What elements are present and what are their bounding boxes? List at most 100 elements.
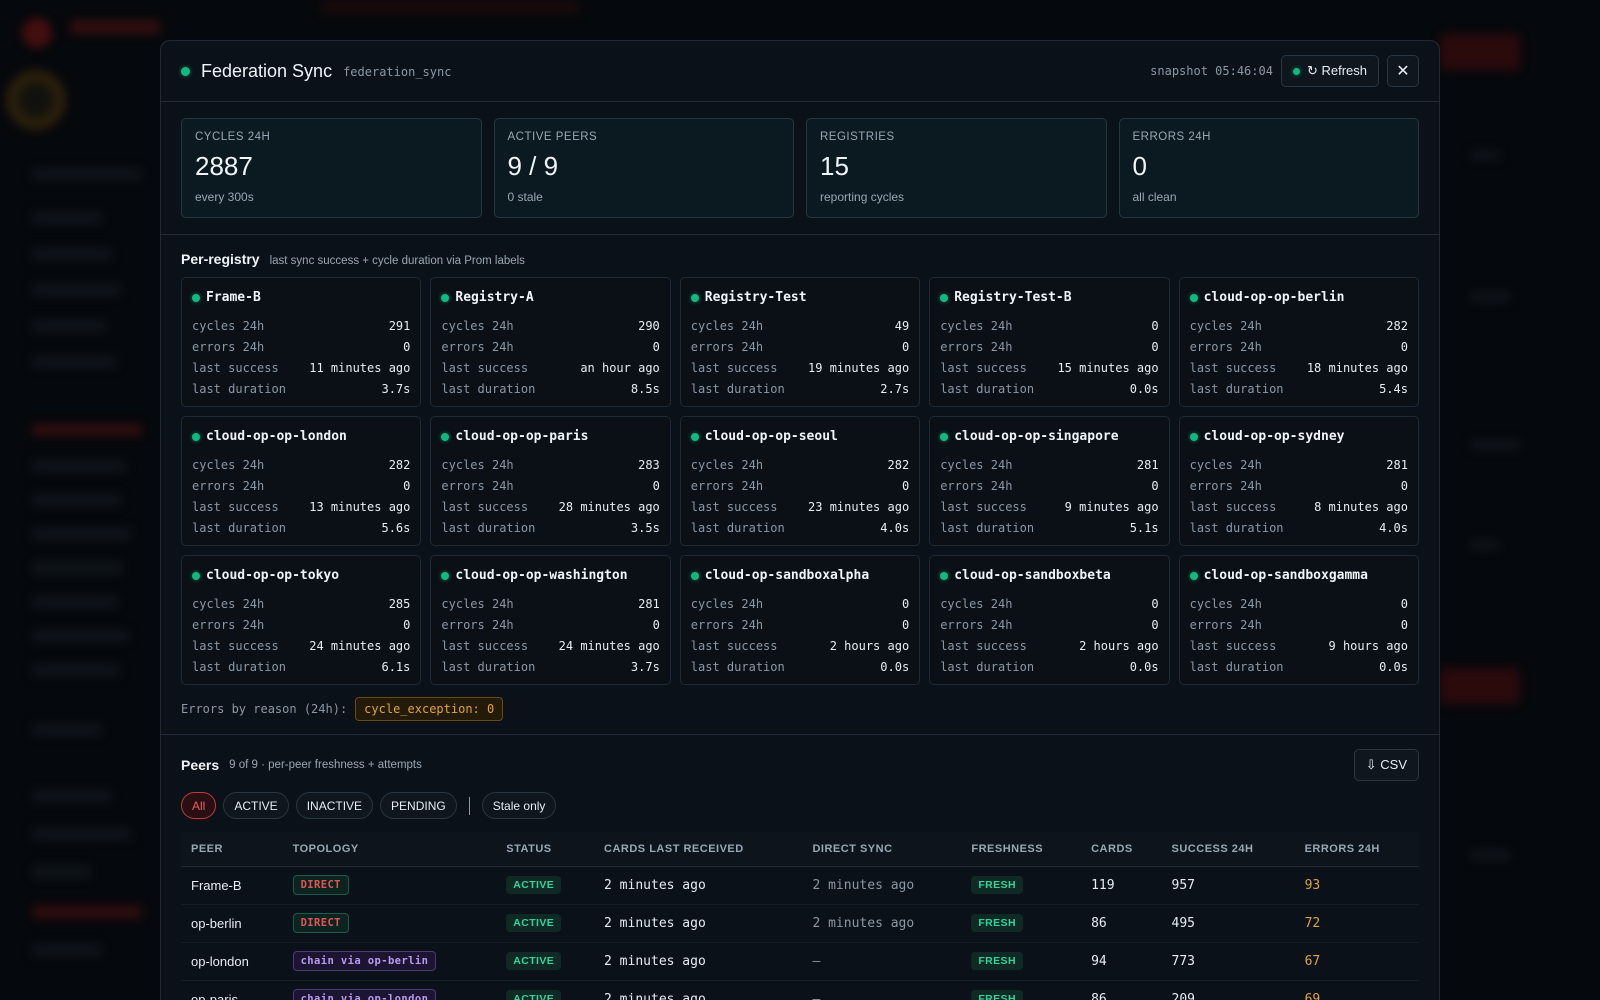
metric-value: 4.0s bbox=[1379, 520, 1408, 535]
metric-value: 282 bbox=[887, 457, 910, 472]
status-dot-icon bbox=[690, 571, 699, 580]
column-header[interactable]: CARDS LAST RECEIVED bbox=[594, 832, 803, 867]
registry-metric: errors 24h 0 bbox=[691, 336, 909, 357]
sidebar-item bbox=[32, 906, 142, 918]
metric-value: 3.7s bbox=[381, 381, 411, 396]
registry-metric: last success 28 minutes ago bbox=[441, 496, 659, 517]
cards-last-received: 2 minutes ago bbox=[594, 866, 803, 905]
status-dot-icon bbox=[1189, 293, 1198, 302]
metric-label: errors 24h bbox=[441, 617, 514, 632]
metric-value: 0 bbox=[403, 339, 411, 354]
cards-count: 86 bbox=[1081, 980, 1162, 1000]
table-row[interactable]: Frame-B DIRECT ACTIVE 2 minutes ago 2 minute… bbox=[181, 866, 1419, 905]
metric-value: 290 bbox=[638, 318, 660, 333]
metric-label: last duration bbox=[441, 520, 536, 535]
sidebar-item bbox=[32, 828, 132, 840]
metric-value: 0.0s bbox=[1379, 659, 1408, 674]
filter-all[interactable]: All bbox=[181, 792, 217, 819]
metric-label: cycles 24h bbox=[441, 318, 514, 333]
metric-value: 0.0s bbox=[1129, 381, 1159, 396]
registry-card: Registry-Test cycles 24h 49 errors 24h 0 last… bbox=[679, 277, 921, 407]
column-header[interactable]: DIRECT SYNC bbox=[802, 832, 962, 867]
column-header[interactable]: ERRORS 24H bbox=[1294, 832, 1419, 867]
metric-value: 8 minutes ago bbox=[1314, 499, 1408, 514]
errors-count: 69 bbox=[1294, 980, 1419, 1000]
table-row[interactable]: op-paris chain via op-london ACTIVE 2 minut… bbox=[181, 980, 1419, 1000]
close-button[interactable]: ✕ bbox=[1387, 55, 1419, 87]
metric-label: cycles 24h bbox=[690, 318, 764, 333]
registry-metric: cycles 24h 0 bbox=[940, 593, 1158, 614]
topology-badge: DIRECT bbox=[292, 875, 349, 895]
registry-metric: last success 2 hours ago bbox=[691, 635, 909, 656]
filter-pending[interactable]: PENDING bbox=[380, 792, 457, 819]
registry-card: Frame-B cycles 24h 291 errors 24h 0 last succ… bbox=[181, 277, 422, 407]
filter-divider bbox=[468, 796, 470, 815]
metric-value: 0 bbox=[1400, 339, 1408, 354]
registry-metric: errors 24h 0 bbox=[1190, 475, 1408, 496]
status-cell: ACTIVE bbox=[496, 942, 595, 981]
registry-name: Registry-Test-B bbox=[954, 290, 1072, 305]
registry-metric: errors 24h 0 bbox=[691, 475, 909, 496]
filter-stale-only[interactable]: Stale only bbox=[481, 792, 557, 819]
metric-label: last duration bbox=[1189, 381, 1284, 396]
stat-label: CYCLES 24H bbox=[195, 131, 271, 143]
metric-value: 0.0s bbox=[880, 659, 910, 674]
status-dot-icon bbox=[1189, 432, 1198, 441]
direct-sync: 2 minutes ago bbox=[802, 904, 962, 943]
metric-value: 11 minutes ago bbox=[309, 360, 411, 375]
topology-cell: chain via op-berlin bbox=[282, 942, 497, 981]
metric-label: last success bbox=[441, 499, 529, 514]
column-header[interactable]: CARDS bbox=[1081, 832, 1162, 867]
registry-card-header: cloud-op-sandboxalpha bbox=[690, 568, 909, 583]
metric-label: last success bbox=[690, 499, 778, 514]
modal-title: Federation Sync bbox=[201, 60, 333, 81]
column-header[interactable]: TOPOLOGY bbox=[282, 832, 497, 867]
status-badge: ACTIVE bbox=[506, 990, 562, 1000]
sidebar-item bbox=[32, 528, 132, 540]
column-header[interactable]: STATUS bbox=[496, 832, 595, 867]
metric-label: last duration bbox=[940, 381, 1035, 396]
filter-inactive[interactable]: INACTIVE bbox=[295, 792, 374, 819]
metric-label: last duration bbox=[441, 381, 536, 396]
column-header[interactable]: FRESHNESS bbox=[961, 832, 1082, 867]
csv-export-button[interactable]: ⇩ CSV bbox=[1353, 749, 1419, 781]
registry-name: cloud-op-op-berlin bbox=[1203, 290, 1345, 305]
column-header[interactable]: SUCCESS 24H bbox=[1161, 832, 1295, 867]
sidebar-item-active bbox=[32, 424, 142, 436]
registry-metric: errors 24h 0 bbox=[1190, 336, 1408, 357]
freshness-cell: FRESH bbox=[961, 904, 1082, 943]
metric-value: 5.4s bbox=[1379, 381, 1408, 396]
registry-card: cloud-op-op-washington cycles 24h 281 error… bbox=[430, 555, 671, 685]
registry-metric: last duration 4.0s bbox=[691, 517, 909, 538]
table-row[interactable]: op-berlin DIRECT ACTIVE 2 minutes ago 2 minu… bbox=[181, 904, 1419, 943]
metric-label: last success bbox=[940, 638, 1027, 653]
registry-card: cloud-op-op-tokyo cycles 24h 285 errors 24h… bbox=[181, 555, 422, 685]
success-count: 209 bbox=[1161, 980, 1295, 1000]
table-row[interactable]: op-london chain via op-berlin ACTIVE 2 minu… bbox=[181, 942, 1419, 981]
registry-metric: last duration 8.5s bbox=[441, 378, 659, 399]
stat-sub: all clean bbox=[1132, 190, 1177, 204]
cards-last-received: 2 minutes ago bbox=[594, 942, 803, 981]
column-header[interactable]: PEER bbox=[181, 832, 283, 867]
registry-metric: last duration 0.0s bbox=[940, 656, 1158, 677]
metric-label: last success bbox=[1189, 638, 1277, 653]
freshness-badge: FRESH bbox=[971, 990, 1023, 1000]
metric-value: 15 minutes ago bbox=[1057, 360, 1159, 375]
errors-by-reason: Errors by reason (24h): cycle_exception:… bbox=[161, 697, 1439, 735]
refresh-button[interactable]: ↻ Refresh bbox=[1280, 55, 1379, 87]
registry-metric: cycles 24h 281 bbox=[940, 454, 1158, 475]
sidebar-item bbox=[32, 460, 127, 472]
filter-active[interactable]: ACTIVE bbox=[223, 792, 289, 819]
peers-section: Peers 9 of 9 · per-peer freshness + atte… bbox=[161, 735, 1439, 1000]
metric-value: 3.7s bbox=[630, 659, 660, 674]
cards-last-received: 2 minutes ago bbox=[594, 904, 803, 943]
metric-value: 9 hours ago bbox=[1328, 638, 1408, 653]
metric-value: 282 bbox=[1386, 318, 1408, 333]
snapshot-time: snapshot 05:46:04 bbox=[1150, 64, 1273, 78]
table-header-row: PEER TOPOLOGY STATUS CARDS LAST RECEIVED DIR… bbox=[181, 832, 1419, 867]
metric-label: last duration bbox=[940, 659, 1035, 674]
metric-label: last success bbox=[192, 499, 279, 514]
metric-label: errors 24h bbox=[940, 339, 1013, 354]
refresh-label: ↻ Refresh bbox=[1306, 63, 1367, 78]
